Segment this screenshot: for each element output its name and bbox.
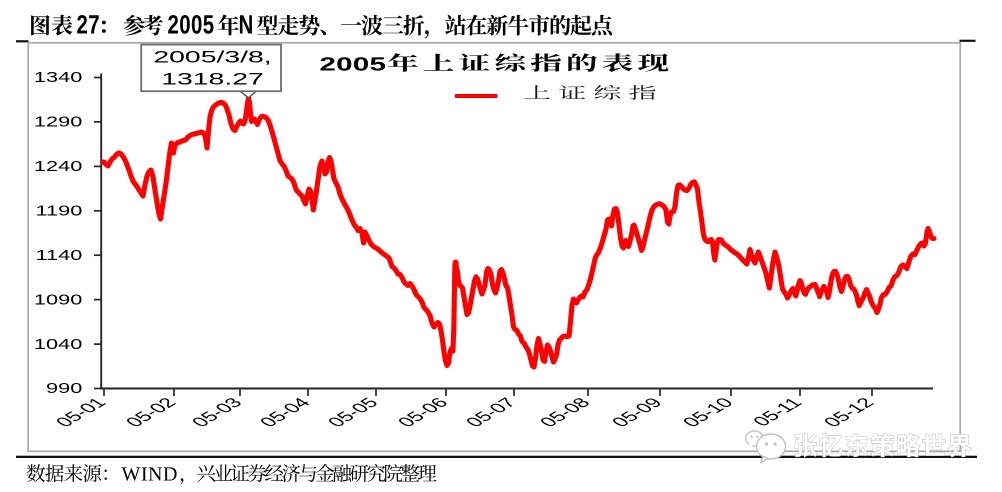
svg-text:1040: 1040: [34, 335, 82, 352]
svg-text:1318.27: 1318.27: [161, 69, 264, 88]
svg-text:1140: 1140: [36, 246, 83, 263]
svg-text:1290: 1290: [34, 113, 82, 130]
svg-text:1240: 1240: [34, 157, 82, 174]
svg-text:1190: 1190: [36, 202, 83, 219]
svg-text:2005/3/8,: 2005/3/8,: [153, 47, 271, 66]
svg-text:990: 990: [46, 380, 82, 397]
svg-text:1090: 1090: [34, 291, 82, 308]
svg-text:1340: 1340: [34, 69, 82, 86]
